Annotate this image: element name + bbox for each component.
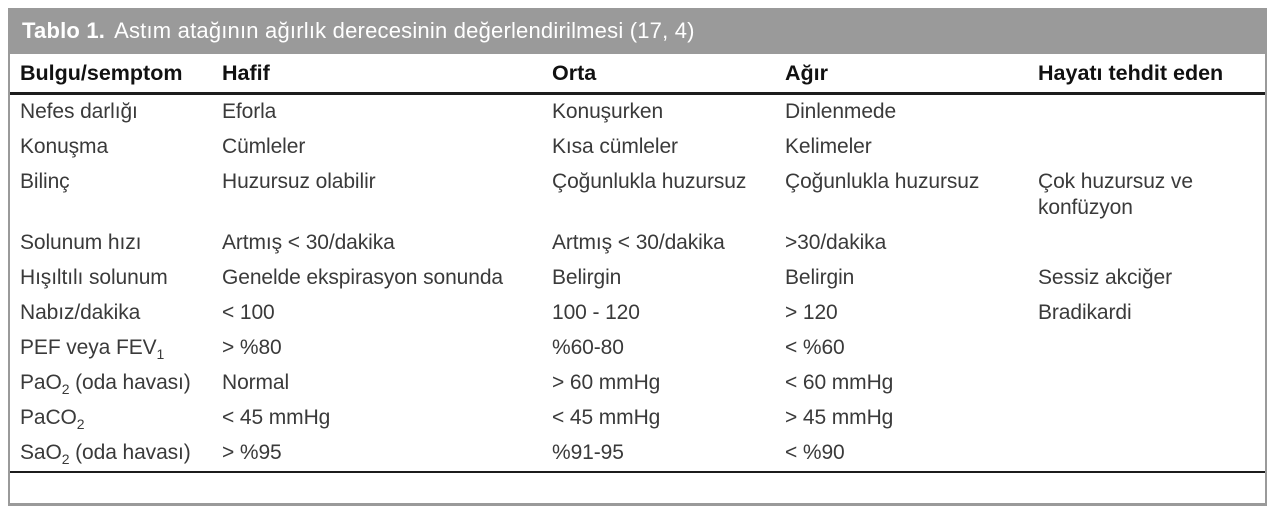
cell-orta: Kısa cümleler (552, 135, 678, 158)
cell-agir: > 45 mmHg (785, 406, 894, 429)
cell-orta: %60-80 (552, 336, 624, 359)
row-label: Nefes darlığı (20, 100, 138, 123)
table-header-row: Bulgu/semptom Hafif Orta Ağır Hayatı teh… (10, 54, 1265, 95)
cell-agir: >30/dakika (785, 231, 887, 254)
cell-hayati (1038, 331, 1265, 366)
table-row-nabiz-dakika: Nabız/dakika < 100 100 - 120 > 120 Bradi… (10, 296, 1265, 331)
cell-hafif: Cümleler (222, 135, 306, 158)
cell-agir: Belirgin (785, 266, 855, 289)
cell-hayati: Bradikardi (1038, 301, 1132, 324)
row-label: Hışıltılı solunum (20, 266, 168, 289)
row-label: Solunum hızı (20, 231, 142, 254)
cell-hafif: < 45 mmHg (222, 406, 331, 429)
cell-hayati: Çok huzursuz ve konfüzyon (1038, 170, 1193, 219)
cell-hayati: Sessiz akciğer (1038, 266, 1172, 289)
cell-agir: Dinlenmede (785, 100, 897, 123)
cell-agir: > 120 (785, 301, 838, 324)
table-row-hisiltili-solunum: Hışıltılı solunum Genelde ekspirasyon so… (10, 261, 1265, 296)
row-label: PaCO2 (20, 406, 85, 432)
cell-orta: 100 - 120 (552, 301, 640, 324)
table-body: Nefes darlığı Eforla Konuşurken Dinlenme… (10, 94, 1265, 472)
row-label: Konuşma (20, 135, 109, 158)
column-header-agir: Ağır (785, 54, 1038, 95)
cell-hafif: Eforla (222, 100, 277, 123)
cell-orta: %91-95 (552, 441, 624, 464)
table-row-sao2: SaO2 (oda havası) > %95 %91-95 < %90 (10, 436, 1265, 472)
cell-orta: Çoğunlukla huzursuz (552, 170, 747, 193)
cell-hafif: > %95 (222, 441, 282, 464)
cell-hafif: > %80 (222, 336, 282, 359)
cell-hafif: < 100 (222, 301, 275, 324)
table-row-konusma: Konuşma Cümleler Kısa cümleler Kelimeler (10, 130, 1265, 165)
cell-hafif: Huzursuz olabilir (222, 170, 376, 193)
row-label: PaO2 (oda havası) (20, 371, 191, 397)
cell-agir: Kelimeler (785, 135, 872, 158)
cell-agir: < 60 mmHg (785, 371, 894, 394)
table-footer-strip (10, 473, 1265, 503)
cell-agir: < %90 (785, 441, 845, 464)
table-title-label: Tablo 1. (22, 18, 106, 43)
cell-hayati (1038, 436, 1265, 472)
cell-orta: Artmış < 30/dakika (552, 231, 725, 254)
table-row-nefes-darligi: Nefes darlığı Eforla Konuşurken Dinlenme… (10, 94, 1265, 131)
cell-hafif: Artmış < 30/dakika (222, 231, 395, 254)
table-row-pao2: PaO2 (oda havası) Normal > 60 mmHg < 60 … (10, 366, 1265, 401)
cell-orta: < 45 mmHg (552, 406, 661, 429)
cell-hayati (1038, 94, 1265, 131)
cell-orta: Belirgin (552, 266, 622, 289)
table-row-pef-fev1: PEF veya FEV1 > %80 %60-80 < %60 (10, 331, 1265, 366)
cell-orta: > 60 mmHg (552, 371, 661, 394)
cell-hayati (1038, 130, 1265, 165)
table-row-bilinc: Bilinç Huzursuz olabilir Çoğunlukla huzu… (10, 165, 1265, 226)
severity-table-frame: Tablo 1. Astım atağının ağırlık derecesi… (8, 8, 1267, 506)
cell-hafif: Normal (222, 371, 290, 394)
row-label: Nabız/dakika (20, 301, 141, 324)
column-header-hayati-tehdit-eden: Hayatı tehdit eden (1038, 54, 1265, 95)
table-row-solunum-hizi: Solunum hızı Artmış < 30/dakika Artmış <… (10, 226, 1265, 261)
column-header-orta: Orta (552, 54, 785, 95)
cell-hayati (1038, 366, 1265, 401)
column-header-bulgu-semptom: Bulgu/semptom (10, 54, 222, 95)
column-header-hafif: Hafif (222, 54, 552, 95)
row-label: Bilinç (20, 170, 70, 193)
table-row-paco2: PaCO2 < 45 mmHg < 45 mmHg > 45 mmHg (10, 401, 1265, 436)
cell-agir: Çoğunlukla huzursuz (785, 170, 980, 193)
cell-hafif: Genelde ekspirasyon sonunda (222, 266, 503, 289)
cell-orta: Konuşurken (552, 100, 664, 123)
table-title-text: Astım atağının ağırlık derecesinin değer… (114, 18, 695, 43)
row-label: PEF veya FEV1 (20, 336, 165, 362)
table-title-bar: Tablo 1. Astım atağının ağırlık derecesi… (8, 8, 1267, 54)
severity-table: Bulgu/semptom Hafif Orta Ağır Hayatı teh… (10, 54, 1265, 473)
cell-hayati (1038, 401, 1265, 436)
cell-hayati (1038, 226, 1265, 261)
cell-agir: < %60 (785, 336, 845, 359)
row-label: SaO2 (oda havası) (20, 441, 191, 467)
